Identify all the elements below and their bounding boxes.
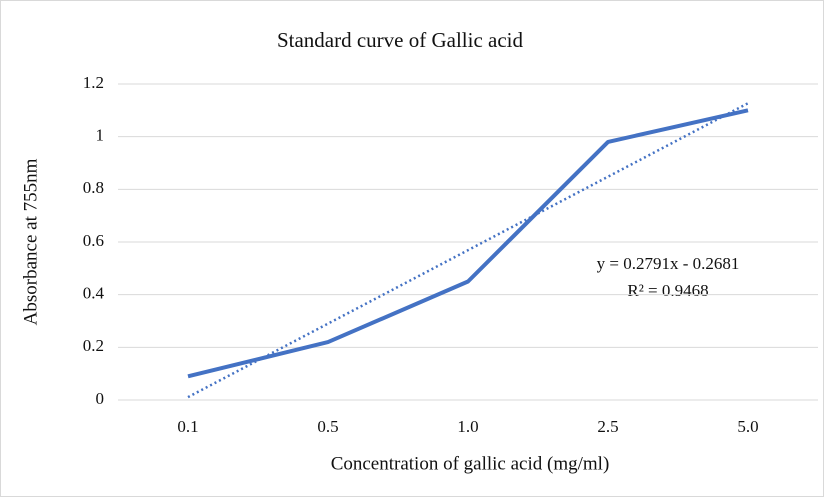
y-tick-label: 0.2 [83,336,104,355]
y-tick-label: 0.8 [83,178,104,197]
x-tick-label: 0.1 [177,417,198,436]
x-tick-label: 2.5 [597,417,618,436]
y-tick-label: 0.4 [83,284,105,303]
data-line [187,108,749,379]
trend-equation: y = 0.2791x - 0.2681 [597,254,740,273]
x-axis-label: Concentration of gallic acid (mg/ml) [331,453,610,474]
trend-line [187,102,749,399]
chart-title: Standard curve of Gallic acid [277,28,524,52]
y-tick-label: 1 [96,126,105,145]
x-tick-label: 1.0 [457,417,478,436]
y-axis-label: Absorbance at 755nm [20,158,41,325]
y-tick-label: 0.6 [83,231,104,250]
trend-r-squared: R² = 0.9468 [627,281,708,300]
y-tick-label: 0 [96,389,105,408]
y-tick-label: 1.2 [83,73,104,92]
x-tick-label: 0.5 [317,417,338,436]
x-tick-label: 5.0 [737,417,758,436]
